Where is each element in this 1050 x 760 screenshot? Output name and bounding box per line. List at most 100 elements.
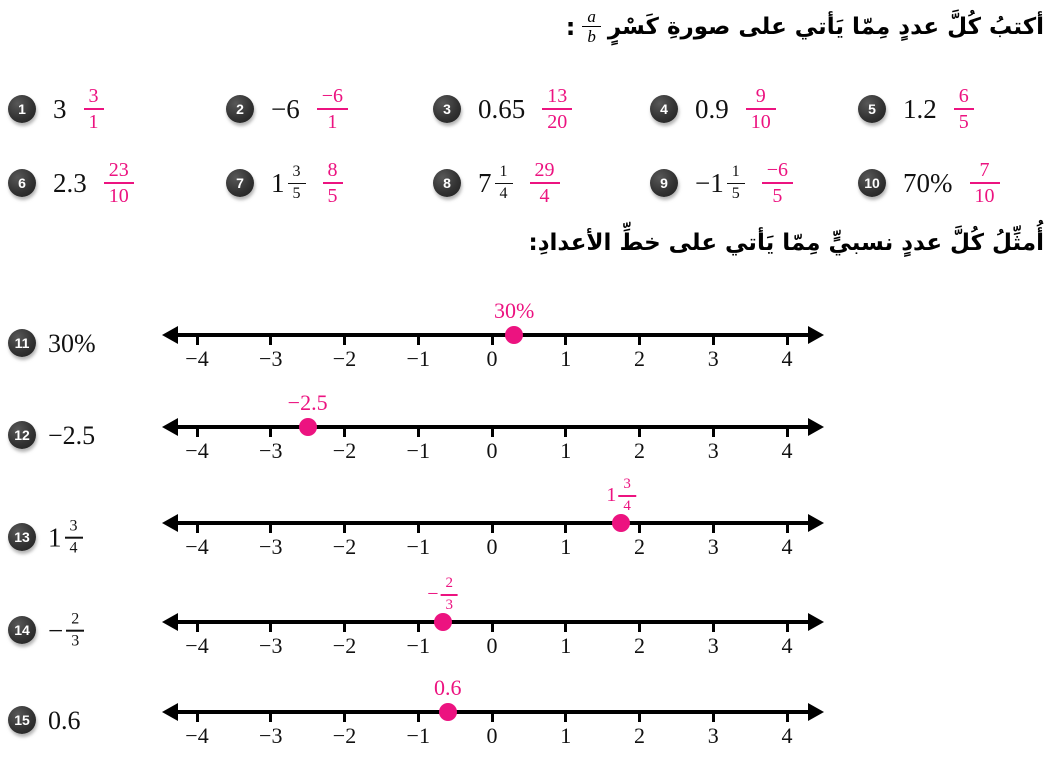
axis-tick: 4: [755, 620, 819, 659]
axis-tick-mark: [269, 333, 273, 345]
axis-tick-label: 2: [634, 438, 645, 463]
axis-tick-label: −2: [332, 438, 357, 463]
problem-6: 6 2.3 23 10: [8, 155, 134, 211]
fraction-bar: [287, 182, 306, 184]
axis-tick-label: 1: [560, 534, 572, 559]
axis-tick-mark: [490, 620, 494, 632]
axis-tick-mark: [490, 710, 494, 722]
fraction-bar: [322, 182, 343, 184]
axis-tick-mark: [638, 710, 641, 722]
axis-tick: −2: [313, 521, 377, 560]
axis-tick: 2: [608, 620, 672, 659]
axis-tick-mark: [195, 425, 199, 437]
axis-tick: 3: [681, 521, 745, 560]
axis-tick: 1: [534, 620, 598, 659]
axis-tick-label: 0: [486, 438, 498, 463]
problem-number-badge: 13: [8, 523, 36, 551]
section1-instruction: أكتبُ كُلَّ عددٍ مِمّا يَأتي على صورةِ ك…: [566, 8, 1044, 46]
axis-tick-mark: [416, 425, 420, 437]
axis-tick-mark: [343, 521, 346, 533]
axis-tick-label: −3: [259, 438, 283, 463]
axis-tick: −2: [313, 333, 377, 372]
plotted-point: [433, 613, 452, 631]
problem-number-badge: 6: [8, 169, 36, 197]
label-fraction: 3 4: [64, 518, 83, 558]
problem-number-badge: 15: [8, 706, 36, 734]
axis-tick-label: 3: [707, 723, 719, 748]
axis-tick-label: −3: [259, 723, 283, 748]
axis-tick: 3: [681, 425, 745, 464]
question-fraction: 3 5: [287, 163, 306, 202]
axis-tick-label: 3: [707, 438, 719, 463]
axis-tick: −4: [165, 425, 229, 464]
axis-tick: 2: [608, 710, 672, 749]
axis-tick: −2: [313, 620, 377, 659]
answer-fraction: 23 10: [103, 159, 134, 206]
axis-tick-label: −1: [406, 633, 430, 658]
problem-number-badge: 3: [433, 95, 461, 123]
question-fraction: 1 4: [494, 163, 513, 202]
axis-tick-label: −1: [406, 534, 430, 559]
answer-fraction: 7 10: [969, 159, 1000, 206]
axis-tick: 1: [534, 333, 598, 372]
axis-tick: 2: [608, 425, 672, 464]
problem-number-badge: 9: [650, 169, 678, 197]
question-value: 1 3 5: [271, 163, 306, 202]
axis-tick: 3: [681, 620, 745, 659]
problem-10: 10 70% 7 10: [858, 155, 1000, 211]
question-value: 7 1 4: [478, 163, 513, 202]
axis-tick-label: −2: [332, 723, 357, 748]
axis-tick: 3: [681, 333, 745, 372]
plotted-point: [612, 514, 631, 532]
axis-tick-mark: [638, 425, 641, 437]
axis-tick-mark: [416, 620, 420, 632]
point-label: 1 3 4: [606, 477, 636, 514]
axis-tick-mark: [785, 710, 789, 722]
axis-tick: 0: [460, 521, 524, 560]
axis-tick-label: 0: [486, 723, 498, 748]
axis-tick-mark: [416, 710, 420, 722]
problem-number-badge: 14: [8, 616, 36, 644]
axis-tick: −3: [239, 521, 303, 560]
axis-tick: 1: [534, 710, 598, 749]
question-value: 3: [53, 93, 67, 124]
axis-tick: −2: [313, 710, 377, 749]
axis-tick: 4: [755, 521, 819, 560]
plotted-point: [505, 326, 524, 344]
fraction-bar: [440, 593, 458, 596]
axis-tick-label: −3: [259, 534, 283, 559]
axis-tick-mark: [343, 620, 346, 632]
fraction-bar: [66, 630, 85, 632]
axis-tick-label: −4: [185, 633, 209, 658]
section2-instruction: أُمثِّلُ كُلَّ عددٍ نسبيٍّ مِمّا يَأتي ع…: [529, 230, 1044, 256]
problem-number-badge: 11: [8, 329, 36, 357]
question-value: 0.9: [695, 93, 729, 124]
axis-tick: 2: [608, 333, 672, 372]
fraction-bar: [745, 108, 776, 110]
axis-tick-mark: [711, 425, 715, 437]
answer-fraction: 8 5: [322, 159, 343, 206]
question-value: −6: [271, 93, 300, 124]
axis-tick-mark: [711, 710, 715, 722]
axis-tick: −1: [386, 521, 450, 560]
axis-tick-mark: [564, 425, 568, 437]
axis-tick: −3: [239, 425, 303, 464]
axis-tick-mark: [269, 425, 273, 437]
axis-tick-mark: [343, 333, 346, 345]
fraction-bar: [83, 108, 104, 110]
axis-tick: −1: [386, 620, 450, 659]
axis-tick-mark: [711, 333, 715, 345]
axis-tick-label: 0: [486, 534, 498, 559]
axis-tick-mark: [785, 425, 789, 437]
problem-9: 9 −1 1 5 −6 5: [650, 155, 794, 211]
axis-tick-label: −4: [185, 438, 209, 463]
problem-7: 7 1 3 5 8 5: [226, 155, 343, 211]
fraction-bar: [542, 108, 573, 110]
axis-tick-mark: [195, 620, 199, 632]
fraction-bar: [529, 182, 560, 184]
axis-tick: −4: [165, 620, 229, 659]
problem-value-label: 1 3 4: [48, 518, 83, 558]
axis-tick-label: 1: [560, 723, 572, 748]
axis-tick: −3: [239, 710, 303, 749]
axis-tick: −1: [386, 333, 450, 372]
